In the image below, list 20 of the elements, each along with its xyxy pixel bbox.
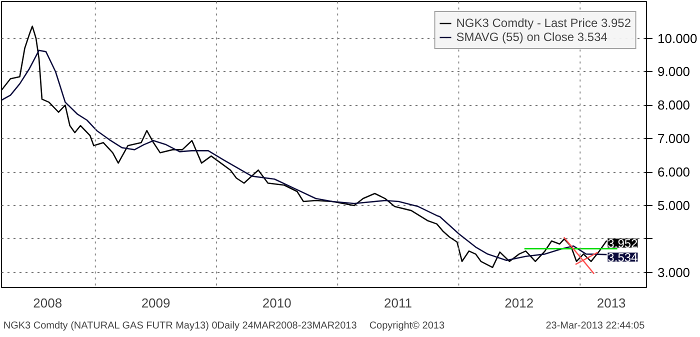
y-tick-label: 3.000	[658, 264, 690, 280]
text: NGK3 Comdty (NATURAL GAS FUTR May13) 0Daily 24MAR2008-23MAR2013	[3, 320, 358, 332]
legend-label: SMAVG (55) on Close 3.534	[456, 30, 608, 44]
x-tick-label: 2013	[596, 296, 626, 310]
x-tick-label: 2011	[384, 296, 412, 310]
annotation: 3.534	[608, 250, 638, 265]
x-tick-label: 2012	[504, 296, 534, 310]
y-tick-label: 6.000	[658, 164, 690, 180]
y-tick-label: 9.000	[658, 64, 690, 80]
y-tick-label: 8.000	[658, 98, 690, 113]
y-tick-label: 10.000	[658, 30, 698, 46]
x-tick-label: 2008	[33, 296, 62, 310]
x-tick-label: 2009	[141, 296, 170, 310]
text: Copyright© 2013	[369, 320, 445, 332]
legend-label: NGK3 Comdty - Last Price 3.952	[456, 16, 631, 30]
y-tick-label: 7.000	[658, 131, 690, 146]
annotation: 3.952	[608, 236, 638, 251]
x-tick-label: 2010	[262, 296, 292, 310]
text: 23-Mar-2013 22:44:05	[546, 320, 646, 332]
y-tick-label: 5.000	[658, 198, 690, 214]
